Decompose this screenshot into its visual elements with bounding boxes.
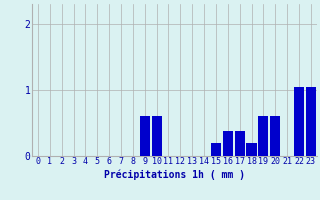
Bar [294, 87, 304, 156]
Bar [258, 116, 268, 156]
Bar [235, 131, 245, 156]
Bar [306, 87, 316, 156]
Bar [152, 116, 162, 156]
Bar [246, 143, 257, 156]
Bar [270, 116, 280, 156]
Bar [223, 131, 233, 156]
Bar [140, 116, 150, 156]
X-axis label: Précipitations 1h ( mm ): Précipitations 1h ( mm ) [104, 169, 245, 180]
Bar [211, 143, 221, 156]
